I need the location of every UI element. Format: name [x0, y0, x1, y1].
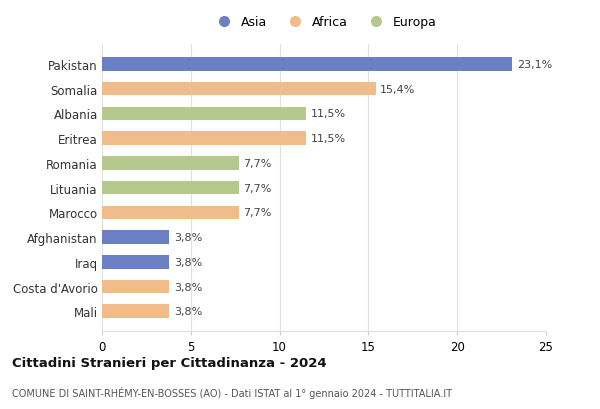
- Text: 11,5%: 11,5%: [311, 134, 346, 144]
- Bar: [102, 107, 306, 121]
- Text: 15,4%: 15,4%: [380, 85, 415, 94]
- Text: 3,8%: 3,8%: [174, 257, 202, 267]
- Text: 23,1%: 23,1%: [517, 60, 552, 70]
- Text: 3,8%: 3,8%: [174, 306, 202, 317]
- Text: 7,7%: 7,7%: [243, 183, 272, 193]
- Text: 3,8%: 3,8%: [174, 282, 202, 292]
- Text: COMUNE DI SAINT-RHÉMY-EN-BOSSES (AO) - Dati ISTAT al 1° gennaio 2024 - TUTTITALI: COMUNE DI SAINT-RHÉMY-EN-BOSSES (AO) - D…: [12, 387, 452, 398]
- Bar: [102, 181, 239, 195]
- Bar: [102, 58, 512, 72]
- Legend: Asia, Africa, Europa: Asia, Africa, Europa: [206, 11, 442, 34]
- Bar: [102, 280, 169, 294]
- Bar: [102, 255, 169, 269]
- Text: 3,8%: 3,8%: [174, 232, 202, 243]
- Text: 7,7%: 7,7%: [243, 158, 272, 169]
- Text: 11,5%: 11,5%: [311, 109, 346, 119]
- Bar: [102, 305, 169, 318]
- Bar: [102, 206, 239, 220]
- Text: 7,7%: 7,7%: [243, 208, 272, 218]
- Bar: [102, 83, 376, 96]
- Bar: [102, 157, 239, 170]
- Text: Cittadini Stranieri per Cittadinanza - 2024: Cittadini Stranieri per Cittadinanza - 2…: [12, 356, 326, 369]
- Bar: [102, 231, 169, 244]
- Bar: [102, 132, 306, 146]
